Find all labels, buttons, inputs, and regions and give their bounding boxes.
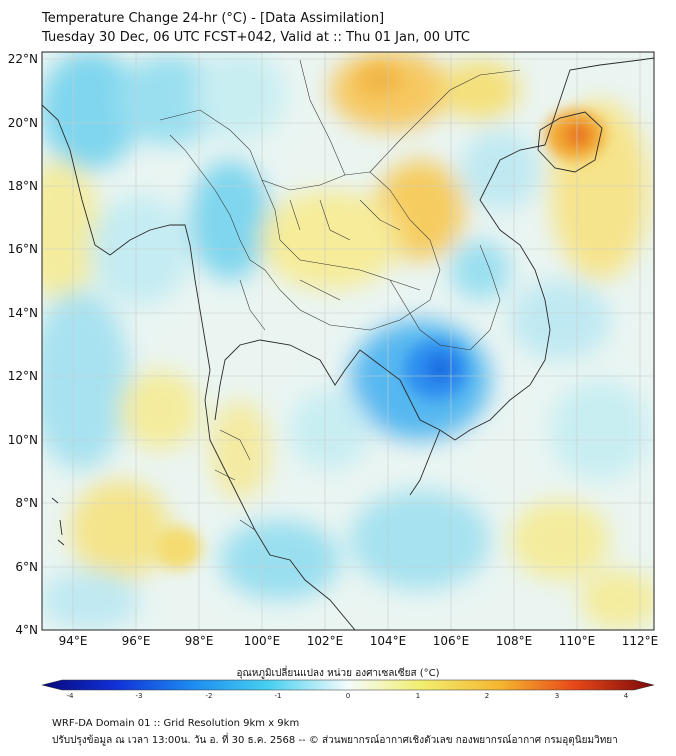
colorbar-tick-label: 0 — [346, 692, 350, 700]
lat-tick-label: 8°N — [15, 496, 38, 510]
map-title: Temperature Change 24-hr (°C) - [Data As… — [42, 11, 385, 26]
temperature-field — [42, 52, 654, 630]
colorbar-tick-label: 1 — [416, 692, 420, 700]
lat-tick-label: 4°N — [15, 623, 38, 637]
colorbar-tick-label: 2 — [485, 692, 489, 700]
coastlines — [42, 57, 654, 630]
colorbar-tick-label: -3 — [136, 692, 143, 700]
colorbar: -4 -3 -2 -1 0 1 2 3 4 — [41, 679, 655, 700]
lat-tick-label: 18°N — [8, 179, 38, 193]
colorbar-tick-label: -4 — [67, 692, 75, 700]
lon-tick-label: 108°E — [496, 634, 533, 648]
lat-tick-label: 14°N — [8, 306, 38, 320]
colorbar-tick-label: 3 — [555, 692, 559, 700]
latitude-axis: 22°N 20°N 18°N 16°N 14°N 12°N 10°N 8°N 6… — [8, 52, 38, 637]
gridlines — [42, 52, 654, 630]
lon-tick-label: 94°E — [59, 634, 88, 648]
footer-model-info: WRF-DA Domain 01 :: Grid Resolution 9km … — [52, 718, 300, 729]
lat-tick-label: 16°N — [8, 242, 38, 256]
lat-tick-label: 20°N — [8, 116, 38, 130]
lat-tick-label: 6°N — [15, 560, 38, 574]
lat-tick-label: 10°N — [8, 433, 38, 447]
colorbar-tick-label: 4 — [624, 692, 629, 700]
map-subtitle: Tuesday 30 Dec, 06 UTC FCST+042, Valid a… — [42, 30, 470, 45]
colorbar-tick-label: -2 — [206, 692, 213, 700]
colorbar-gradient — [41, 679, 655, 691]
lon-tick-label: 112°E — [622, 634, 659, 648]
lon-tick-label: 106°E — [433, 634, 470, 648]
map-frame — [41, 51, 655, 631]
colorbar-tick-label: -1 — [275, 692, 282, 700]
borders — [159, 59, 521, 531]
lon-tick-label: 98°E — [185, 634, 214, 648]
lon-tick-label: 110°E — [559, 634, 596, 648]
lat-tick-label: 12°N — [8, 369, 38, 383]
longitude-axis: 94°E 96°E 98°E 100°E 102°E 104°E 106°E 1… — [59, 634, 659, 648]
lon-tick-label: 102°E — [307, 634, 344, 648]
lat-tick-label: 22°N — [8, 52, 38, 66]
lon-tick-label: 100°E — [244, 634, 281, 648]
lon-tick-label: 104°E — [370, 634, 407, 648]
lon-tick-label: 96°E — [122, 634, 151, 648]
footer-credit: ปรับปรุงข้อมูล ณ เวลา 13:00น. วัน อ. ที่… — [52, 735, 618, 746]
colorbar-title: อุณหภูมิเปลี่ยนแปลง หน่วย องศาเซลเซียส (… — [236, 668, 440, 679]
